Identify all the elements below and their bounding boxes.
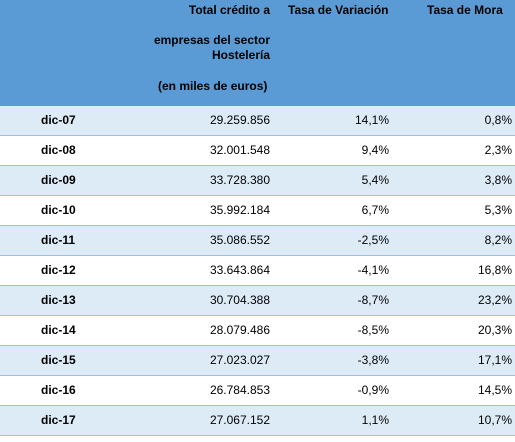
row-total-credito: 26.784.853 xyxy=(209,383,270,397)
table-row: dic-13 30.704.388 -8,7% 23,2% xyxy=(0,286,515,316)
row-tasa-variacion: -8,7% xyxy=(357,293,389,307)
row-label: dic-08 xyxy=(41,143,76,157)
row-label: dic-12 xyxy=(41,263,76,277)
row-total-credito: 33.643.864 xyxy=(209,263,270,277)
row-total-credito: 28.079.486 xyxy=(209,323,270,337)
row-total-credito: 30.704.388 xyxy=(209,293,270,307)
row-tasa-variacion: 5,4% xyxy=(361,173,389,187)
row-tasa-mora: 10,7% xyxy=(477,413,512,427)
header-total-line2: empresas del sector xyxy=(153,33,270,47)
row-tasa-variacion: 14,1% xyxy=(354,113,389,127)
row-label: dic-13 xyxy=(41,293,76,307)
table-row: dic-07 29.259.856 14,1% 0,8% xyxy=(0,106,515,136)
table-row: dic-08 32.001.548 9,4% 2,3% xyxy=(0,136,515,166)
header-total-line3: Hostelería xyxy=(211,48,270,62)
row-tasa-mora: 16,8% xyxy=(477,263,512,277)
row-label: dic-11 xyxy=(41,233,76,247)
row-tasa-variacion: -0,9% xyxy=(357,383,389,397)
row-total-credito: 35.992.184 xyxy=(209,203,270,217)
row-tasa-mora: 5,3% xyxy=(484,203,512,217)
table-row: dic-11 35.086.552 -2,5% 8,2% xyxy=(0,226,515,256)
row-tasa-variacion: -4,1% xyxy=(357,263,389,277)
row-total-credito: 35.086.552 xyxy=(209,233,270,247)
row-tasa-mora: 14,5% xyxy=(477,383,512,397)
table-row: dic-10 35.992.184 6,7% 5,3% xyxy=(0,196,515,226)
row-tasa-variacion: -3,8% xyxy=(357,353,389,367)
row-tasa-mora: 3,8% xyxy=(484,173,512,187)
row-divider xyxy=(0,435,515,436)
table-row: dic-09 33.728.380 5,4% 3,8% xyxy=(0,166,515,196)
row-tasa-variacion: -2,5% xyxy=(357,233,389,247)
table-row: dic-16 26.784.853 -0,9% 14,5% xyxy=(0,376,515,406)
table-row: dic-15 27.023.027 -3,8% 17,1% xyxy=(0,346,515,376)
row-total-credito: 29.259.856 xyxy=(209,113,270,127)
row-tasa-mora: 2,3% xyxy=(484,143,512,157)
row-tasa-variacion: -8,5% xyxy=(357,323,389,337)
row-label: dic-10 xyxy=(41,203,76,217)
header-total-line1: Total crédito a xyxy=(188,3,270,17)
row-divider xyxy=(0,165,515,166)
table-row: dic-14 28.079.486 -8,5% 20,3% xyxy=(0,316,515,346)
row-label: dic-14 xyxy=(41,323,76,337)
row-label: dic-15 xyxy=(41,353,76,367)
row-tasa-mora: 8,2% xyxy=(484,233,512,247)
row-label: dic-16 xyxy=(41,383,76,397)
header-total-line4: (en miles de euros) xyxy=(158,79,268,93)
table-row: dic-17 27.067.152 1,1% 10,7% xyxy=(0,406,515,436)
row-tasa-mora: 23,2% xyxy=(477,293,512,307)
row-divider xyxy=(0,345,515,346)
row-total-credito: 27.067.152 xyxy=(209,413,270,427)
row-tasa-variacion: 1,1% xyxy=(361,413,389,427)
row-tasa-mora: 20,3% xyxy=(477,323,512,337)
row-tasa-variacion: 9,4% xyxy=(361,143,389,157)
row-divider xyxy=(0,135,515,136)
header-tasa-mora: Tasa de Mora xyxy=(427,3,503,17)
row-divider xyxy=(0,225,515,226)
row-divider xyxy=(0,195,515,196)
row-tasa-mora: 0,8% xyxy=(484,113,512,127)
row-tasa-mora: 17,1% xyxy=(477,353,512,367)
row-divider xyxy=(0,255,515,256)
row-tasa-variacion: 6,7% xyxy=(361,203,389,217)
row-label: dic-17 xyxy=(41,413,76,427)
row-total-credito: 33.728.380 xyxy=(209,173,270,187)
row-divider xyxy=(0,285,515,286)
header-tasa-variacion: Tasa de Variación xyxy=(288,3,389,17)
row-label: dic-09 xyxy=(41,173,76,187)
row-divider xyxy=(0,405,515,406)
row-divider xyxy=(0,315,515,316)
row-divider xyxy=(0,375,515,376)
table-row: dic-12 33.643.864 -4,1% 16,8% xyxy=(0,256,515,286)
row-label: dic-07 xyxy=(41,113,76,127)
row-total-credito: 32.001.548 xyxy=(209,143,270,157)
table-header: Total crédito a empresas del sector Host… xyxy=(0,0,515,106)
row-total-credito: 27.023.027 xyxy=(209,353,270,367)
